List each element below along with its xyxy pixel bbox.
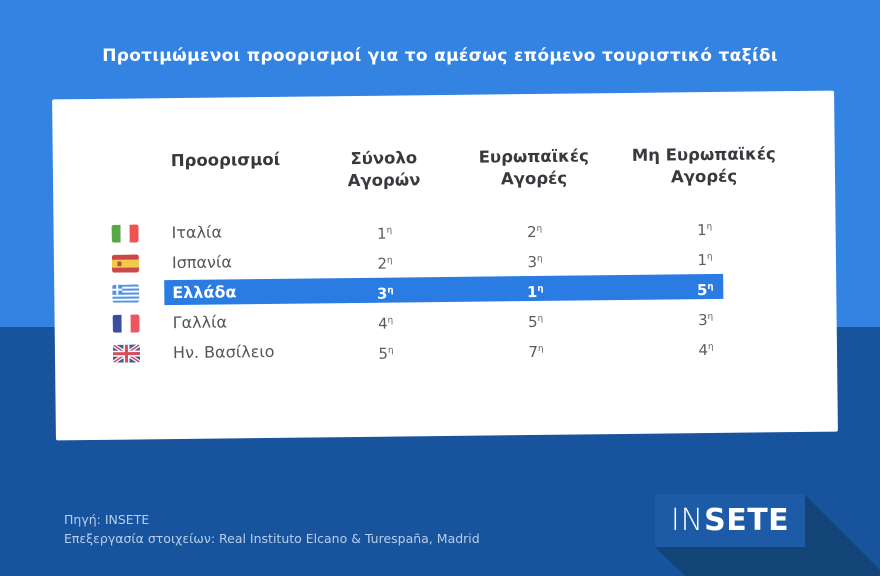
column-header-non-european: Μη Ευρωπαϊκές Αγορές: [631, 144, 776, 187]
highlight-bar: [164, 273, 724, 306]
rank-european-markets: 3η: [527, 252, 543, 272]
table-row: Ελλάδα 3η 1η 5η: [54, 271, 836, 310]
rank-european-markets: 1η: [526, 282, 544, 302]
rank-european-markets: 7η: [528, 342, 544, 362]
source-line-2: Επεξεργασία στοιχείων: Real Instituto El…: [64, 531, 480, 546]
uk-flag-icon: [112, 344, 141, 363]
italy-flag-icon: [111, 224, 139, 243]
table-row: Ιταλία 1η 2η 1η: [53, 211, 835, 250]
rank-non-european-markets: 3η: [698, 311, 714, 330]
table-row: Γαλλία 4η 5η 3η: [54, 301, 836, 340]
source-line-1: Πηγή: INSETE: [64, 512, 150, 527]
rank-non-european-markets: 1η: [697, 251, 713, 270]
table-card: Προορισμοί Σύνολο Αγορών Ευρωπαϊκές Αγορ…: [52, 90, 838, 441]
column-header-destinations: Προορισμοί: [170, 149, 281, 171]
insete-logo-text-sete: SETE: [704, 502, 790, 538]
insete-logo-text-in: IN: [670, 502, 705, 538]
table-body: Ιταλία 1η 2η 1η Ισπανία 2η 3η 1η Ελλάδα …: [52, 91, 834, 363]
country-label: Ην. Βασίλειο: [172, 341, 275, 363]
rank-total-markets: 3η: [376, 284, 394, 303]
insete-logo: IN SETE: [655, 494, 805, 547]
table-row: Ην. Βασίλειο 5η 7η 4η: [55, 331, 837, 370]
rank-european-markets: 5η: [528, 312, 544, 332]
rank-total-markets: 4η: [378, 314, 394, 333]
rank-non-european-markets: 1η: [696, 221, 713, 240]
country-label: Ιταλία: [171, 222, 223, 243]
rank-non-european-markets: 4η: [698, 341, 714, 360]
greece-flag-icon: [112, 284, 140, 303]
country-label: Ελλάδα: [172, 282, 237, 303]
rank-total-markets: 1η: [377, 224, 393, 243]
page-title: Προτιμώμενοι προορισμοί για το αμέσως επ…: [102, 46, 778, 66]
spain-flag-icon: [111, 254, 140, 273]
country-label: Γαλλία: [172, 312, 228, 333]
france-flag-icon: [112, 314, 140, 333]
rank-total-markets: 5η: [378, 344, 394, 363]
source-note: Πηγή: INSETE Επεξεργασία στοιχείων: Real…: [64, 510, 480, 548]
country-label: Ισπανία: [171, 252, 232, 273]
table-row: Ισπανία 2η 3η 1η: [54, 241, 836, 280]
rank-non-european-markets: 5η: [696, 281, 714, 300]
column-header-total-markets: Σύνολο Αγορών: [347, 148, 421, 191]
rank-european-markets: 2η: [526, 222, 543, 242]
rank-total-markets: 2η: [377, 254, 393, 273]
column-header-european: Ευρωπαϊκές Αγορές: [478, 146, 589, 189]
